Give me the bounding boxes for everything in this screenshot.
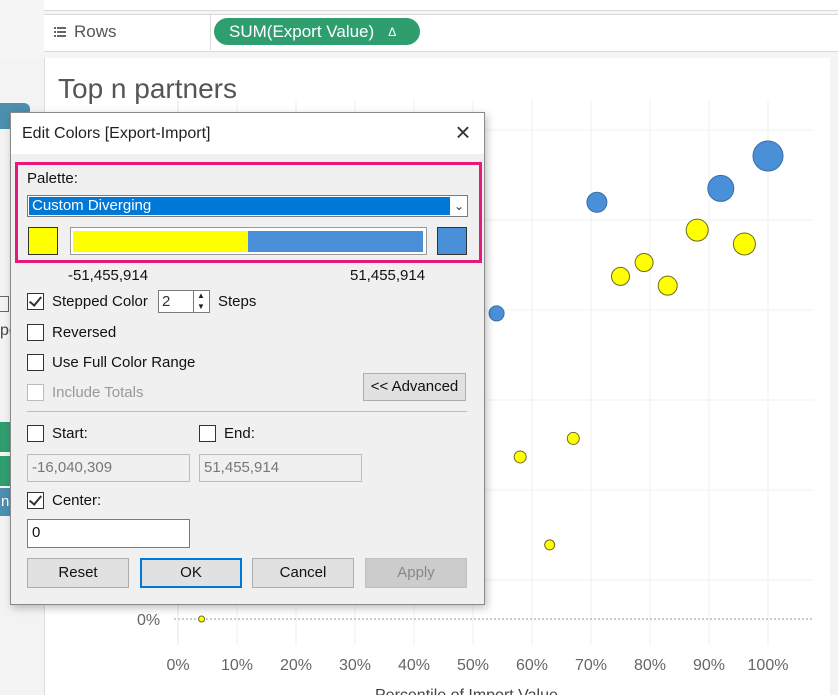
left-panel-checkbox[interactable] — [0, 296, 9, 312]
dialog-titlebar[interactable] — [11, 113, 484, 154]
scatter-point[interactable] — [488, 305, 505, 322]
x-tick-label: 0% — [166, 657, 189, 674]
end-label: End: — [224, 425, 255, 442]
page-title: Top n partners — [58, 73, 237, 104]
x-tick-label: 30% — [339, 657, 371, 674]
start-label: Start: — [52, 425, 88, 442]
steps-stepper[interactable] — [194, 290, 210, 313]
x-axis-title: Percentile of Import Value — [375, 687, 558, 695]
x-tick-label: 60% — [516, 657, 548, 674]
separator — [27, 411, 467, 412]
rows-label-text: Rows — [74, 22, 117, 41]
palette-selected-value[interactable]: Custom Diverging — [29, 197, 450, 215]
scatter-point[interactable] — [657, 275, 678, 296]
scatter-point[interactable] — [566, 431, 580, 445]
columns-shelf[interactable] — [44, 0, 838, 11]
stepped-color-label: Stepped Color — [52, 293, 148, 310]
scatter-point[interactable] — [611, 266, 630, 286]
left-panel-pill[interactable]: n — [0, 488, 12, 516]
pill-label: SUM(Export Value) — [229, 21, 375, 41]
scatter-point[interactable] — [707, 174, 735, 202]
x-tick-label: 40% — [398, 657, 430, 674]
scatter-point[interactable] — [685, 218, 709, 242]
edit-colors-dialog: Edit Colors [Export-Import] × Palette: C… — [10, 112, 485, 605]
rows-shelf[interactable] — [44, 14, 838, 52]
x-tick-label: 70% — [575, 657, 607, 674]
scatter-point[interactable] — [513, 450, 527, 464]
left-pill-text: n — [1, 493, 10, 510]
range-min-value: -51,455,914 — [68, 267, 149, 284]
sum-export-value-pill[interactable]: SUM(Export Value) Δ — [214, 18, 420, 45]
palette-label: Palette: — [27, 170, 78, 187]
scatter-points — [198, 140, 784, 623]
x-axis-ticks: 0% 10% 20% 30% 40% 50% 60% 70% 80% 90% 100% — [166, 657, 788, 674]
reversed-label: Reversed — [52, 324, 117, 341]
reset-button[interactable]: Reset — [27, 558, 129, 588]
palette-highlight-box — [15, 162, 482, 263]
end-color-swatch[interactable] — [437, 227, 467, 255]
start-value-field: -16,040,309 — [27, 454, 190, 482]
x-tick-label: 10% — [221, 657, 253, 674]
chevron-down-icon[interactable]: ⌄ — [453, 199, 465, 213]
right-panel — [830, 58, 838, 695]
ok-button[interactable]: OK — [140, 558, 242, 588]
scatter-point[interactable] — [752, 140, 784, 172]
center-value-input[interactable]: 0 — [27, 519, 190, 548]
end-value-field: 51,455,914 — [199, 454, 362, 482]
delta-icon: Δ — [388, 24, 397, 39]
use-full-color-range-label: Use Full Color Range — [52, 354, 196, 371]
x-tick-label: 80% — [634, 657, 666, 674]
color-ramp-step-positive — [248, 231, 423, 252]
dialog-title: Edit Colors [Export-Import] — [22, 125, 211, 142]
advanced-button[interactable]: << Advanced — [363, 373, 466, 401]
close-icon[interactable]: × — [455, 117, 471, 147]
start-checkbox[interactable] — [27, 425, 44, 442]
range-max-value: 51,455,914 — [350, 267, 426, 284]
steps-label: Steps — [218, 293, 257, 310]
scatter-point[interactable] — [586, 191, 608, 213]
cancel-button[interactable]: Cancel — [252, 558, 354, 588]
x-tick-label: 20% — [280, 657, 312, 674]
x-tick-label: 90% — [693, 657, 725, 674]
shelf-divider — [210, 14, 211, 50]
scatter-point[interactable] — [634, 252, 654, 272]
color-ramp-step-negative — [73, 231, 249, 252]
include-totals-label: Include Totals — [52, 384, 144, 401]
apply-button: Apply — [365, 558, 467, 588]
x-tick-label: 50% — [457, 657, 489, 674]
steps-input[interactable]: 2 — [158, 290, 194, 313]
list-icon — [54, 27, 66, 37]
scatter-point[interactable] — [732, 232, 756, 256]
y-tick-label: 0% — [137, 612, 160, 629]
include-totals-checkbox — [27, 384, 44, 401]
start-color-swatch[interactable] — [28, 227, 58, 255]
rows-shelf-label: Rows — [54, 22, 117, 42]
reversed-checkbox[interactable] — [27, 324, 44, 341]
center-label: Center: — [52, 492, 102, 509]
stepper-up-icon[interactable]: ▲ — [197, 291, 205, 300]
center-checkbox[interactable] — [27, 492, 44, 509]
stepped-color-checkbox[interactable] — [27, 293, 44, 310]
stepper-down-icon[interactable]: ▼ — [197, 302, 205, 311]
x-tick-label: 100% — [748, 657, 789, 674]
scatter-point[interactable] — [544, 539, 556, 551]
use-full-color-range-checkbox[interactable] — [27, 354, 44, 371]
scatter-point[interactable] — [198, 615, 206, 623]
end-checkbox[interactable] — [199, 425, 216, 442]
